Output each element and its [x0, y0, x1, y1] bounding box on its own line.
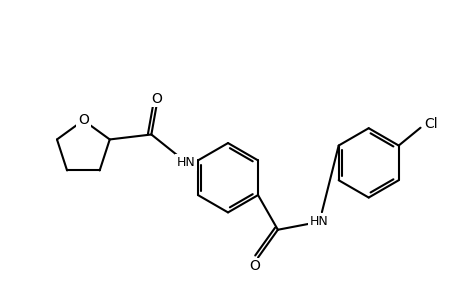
Text: O: O — [151, 92, 162, 106]
Text: HN: HN — [176, 156, 195, 169]
Text: O: O — [249, 260, 260, 273]
Text: Cl: Cl — [424, 117, 437, 131]
Text: O: O — [78, 113, 89, 127]
Text: HN: HN — [309, 215, 328, 228]
